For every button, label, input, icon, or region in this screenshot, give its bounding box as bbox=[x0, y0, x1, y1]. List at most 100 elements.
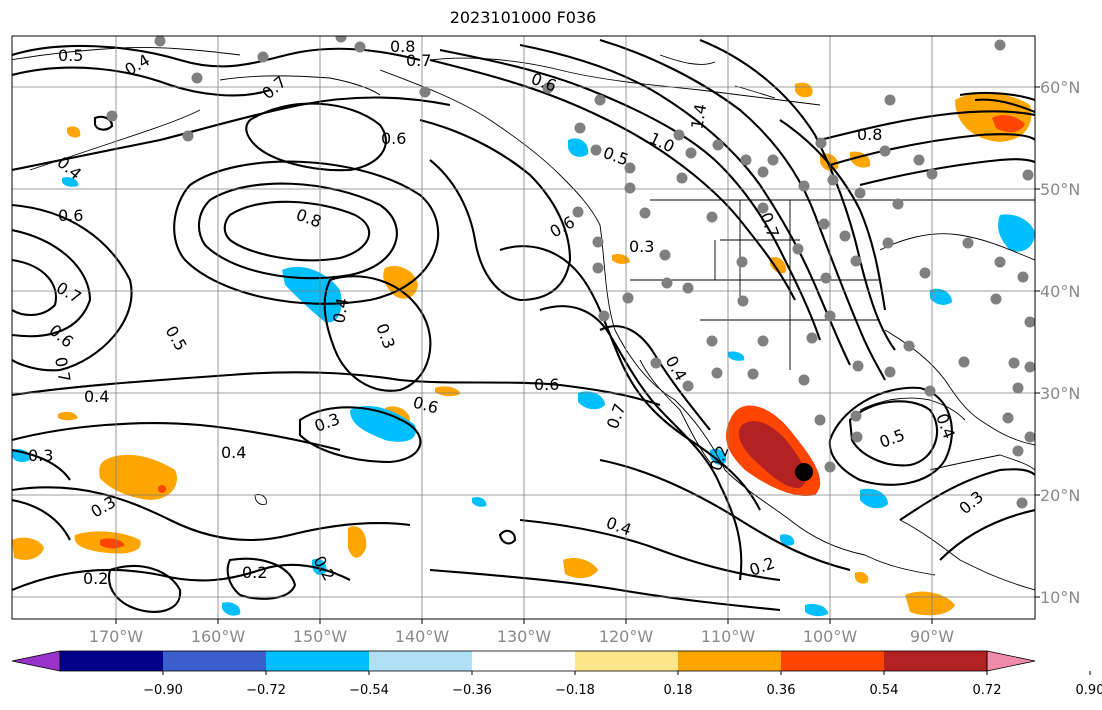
contour-label: 0.4 bbox=[329, 296, 352, 324]
station-dot bbox=[958, 356, 970, 368]
colorbar-tick-label: 0.54 bbox=[870, 683, 899, 698]
station-dot bbox=[706, 335, 718, 347]
colorbar-segment bbox=[266, 651, 370, 671]
station-dot bbox=[1012, 445, 1024, 457]
station-dot bbox=[792, 243, 804, 255]
anomaly-region bbox=[612, 253, 630, 264]
anomaly-region bbox=[158, 485, 166, 493]
map-title: 2023101000 F036 bbox=[449, 8, 597, 27]
colorbar-segment bbox=[781, 651, 885, 671]
station-dot bbox=[711, 367, 723, 379]
anomaly-region bbox=[795, 82, 813, 98]
anomaly-region bbox=[472, 497, 487, 507]
x-axis-labels: 170°W 160°W 150°W 140°W 130°W 120°W 110°… bbox=[89, 627, 954, 646]
station-dot bbox=[913, 154, 925, 166]
anomaly-region bbox=[348, 526, 367, 558]
station-dot bbox=[354, 41, 366, 53]
contour-label: 0.2 bbox=[242, 563, 267, 582]
y-axis-labels: 60°N 50°N 40°N 30°N 20°N 10°N bbox=[1040, 78, 1080, 607]
station-dot bbox=[962, 237, 974, 249]
station-dot bbox=[592, 236, 604, 248]
station-dot bbox=[592, 262, 604, 274]
station-dot bbox=[182, 130, 194, 142]
station-dot bbox=[650, 357, 662, 369]
station-dot bbox=[814, 414, 826, 426]
colorbar-segment bbox=[884, 651, 988, 671]
axis-ticks bbox=[115, 86, 1040, 624]
anomaly-region bbox=[282, 266, 342, 323]
colorbar-tick-label: 0.18 bbox=[664, 683, 693, 698]
colorbar: −0.90 −0.72 −0.54 −0.36 −0.18 0.18 0.36 0.54 0.7… bbox=[11, 650, 1102, 698]
anomaly-region bbox=[905, 591, 955, 616]
colorbar-tick-label: −0.36 bbox=[452, 683, 492, 698]
anomaly-region bbox=[350, 405, 416, 442]
station-dot bbox=[598, 310, 610, 322]
station-dot bbox=[798, 180, 810, 192]
x-tick-label: 150°W bbox=[293, 627, 348, 646]
contour-label: 1.4 bbox=[687, 102, 710, 130]
station-dot bbox=[542, 82, 554, 94]
colorbar-segment bbox=[163, 651, 267, 671]
colorbar-tick-label: −0.72 bbox=[246, 683, 286, 698]
station-dot bbox=[572, 206, 584, 218]
station-dot bbox=[850, 255, 862, 267]
station-dot bbox=[639, 207, 651, 219]
anomaly-region bbox=[67, 126, 81, 138]
station-dot bbox=[757, 166, 769, 178]
station-dot bbox=[879, 145, 891, 157]
station-dot bbox=[622, 292, 634, 304]
y-tick-label: 10°N bbox=[1040, 588, 1080, 607]
station-dot bbox=[676, 172, 688, 184]
anomaly-region bbox=[930, 288, 952, 305]
station-dot bbox=[1008, 357, 1020, 369]
station-dot bbox=[820, 272, 832, 284]
station-dot bbox=[624, 182, 636, 194]
station-dot bbox=[892, 198, 904, 210]
contour-label: 0.5 bbox=[58, 46, 83, 65]
station-dot bbox=[736, 256, 748, 268]
station-dot bbox=[806, 332, 818, 344]
anomaly-region bbox=[312, 558, 327, 575]
station-dot bbox=[798, 374, 810, 386]
station-dot bbox=[661, 277, 673, 289]
coastlines bbox=[12, 47, 1035, 591]
y-tick-label: 60°N bbox=[1040, 78, 1080, 97]
station-dot bbox=[737, 295, 749, 307]
contour-label: 0.6 bbox=[58, 206, 83, 225]
x-tick-label: 130°W bbox=[497, 627, 552, 646]
station-dot bbox=[818, 218, 830, 230]
station-dot bbox=[1024, 431, 1035, 443]
station-dot bbox=[919, 267, 931, 279]
colorbar-segment bbox=[678, 651, 782, 671]
colorbar-right-arrow-outline bbox=[986, 650, 1036, 672]
x-tick-label: 160°W bbox=[191, 627, 246, 646]
anomaly-region bbox=[728, 351, 745, 361]
anomaly-region bbox=[100, 538, 125, 549]
station-dot bbox=[924, 385, 936, 397]
station-dot bbox=[882, 237, 894, 249]
station-dot bbox=[706, 211, 718, 223]
colorbar-right-arrow bbox=[987, 651, 1035, 671]
colorbar-segment bbox=[472, 651, 576, 671]
station-dot bbox=[154, 36, 166, 47]
station-dot bbox=[590, 144, 602, 156]
station-dot bbox=[682, 380, 694, 392]
graticule bbox=[12, 36, 1035, 619]
station-dot bbox=[903, 340, 915, 352]
station-dot bbox=[1012, 382, 1024, 394]
x-tick-label: 120°W bbox=[599, 627, 654, 646]
x-tick-label: 170°W bbox=[89, 627, 144, 646]
x-tick-label: 110°W bbox=[701, 627, 756, 646]
station-dot bbox=[884, 366, 896, 378]
contour-label: 0.7 bbox=[406, 51, 431, 70]
x-tick-label: 90°W bbox=[910, 627, 954, 646]
station-dot bbox=[851, 431, 863, 443]
anomaly-region bbox=[568, 138, 589, 157]
colorbar-segment bbox=[575, 651, 679, 671]
station-dot bbox=[257, 51, 269, 63]
station-dot bbox=[682, 282, 694, 294]
station-dot bbox=[767, 154, 779, 166]
station-dot bbox=[673, 129, 685, 141]
station-dot bbox=[854, 187, 866, 199]
